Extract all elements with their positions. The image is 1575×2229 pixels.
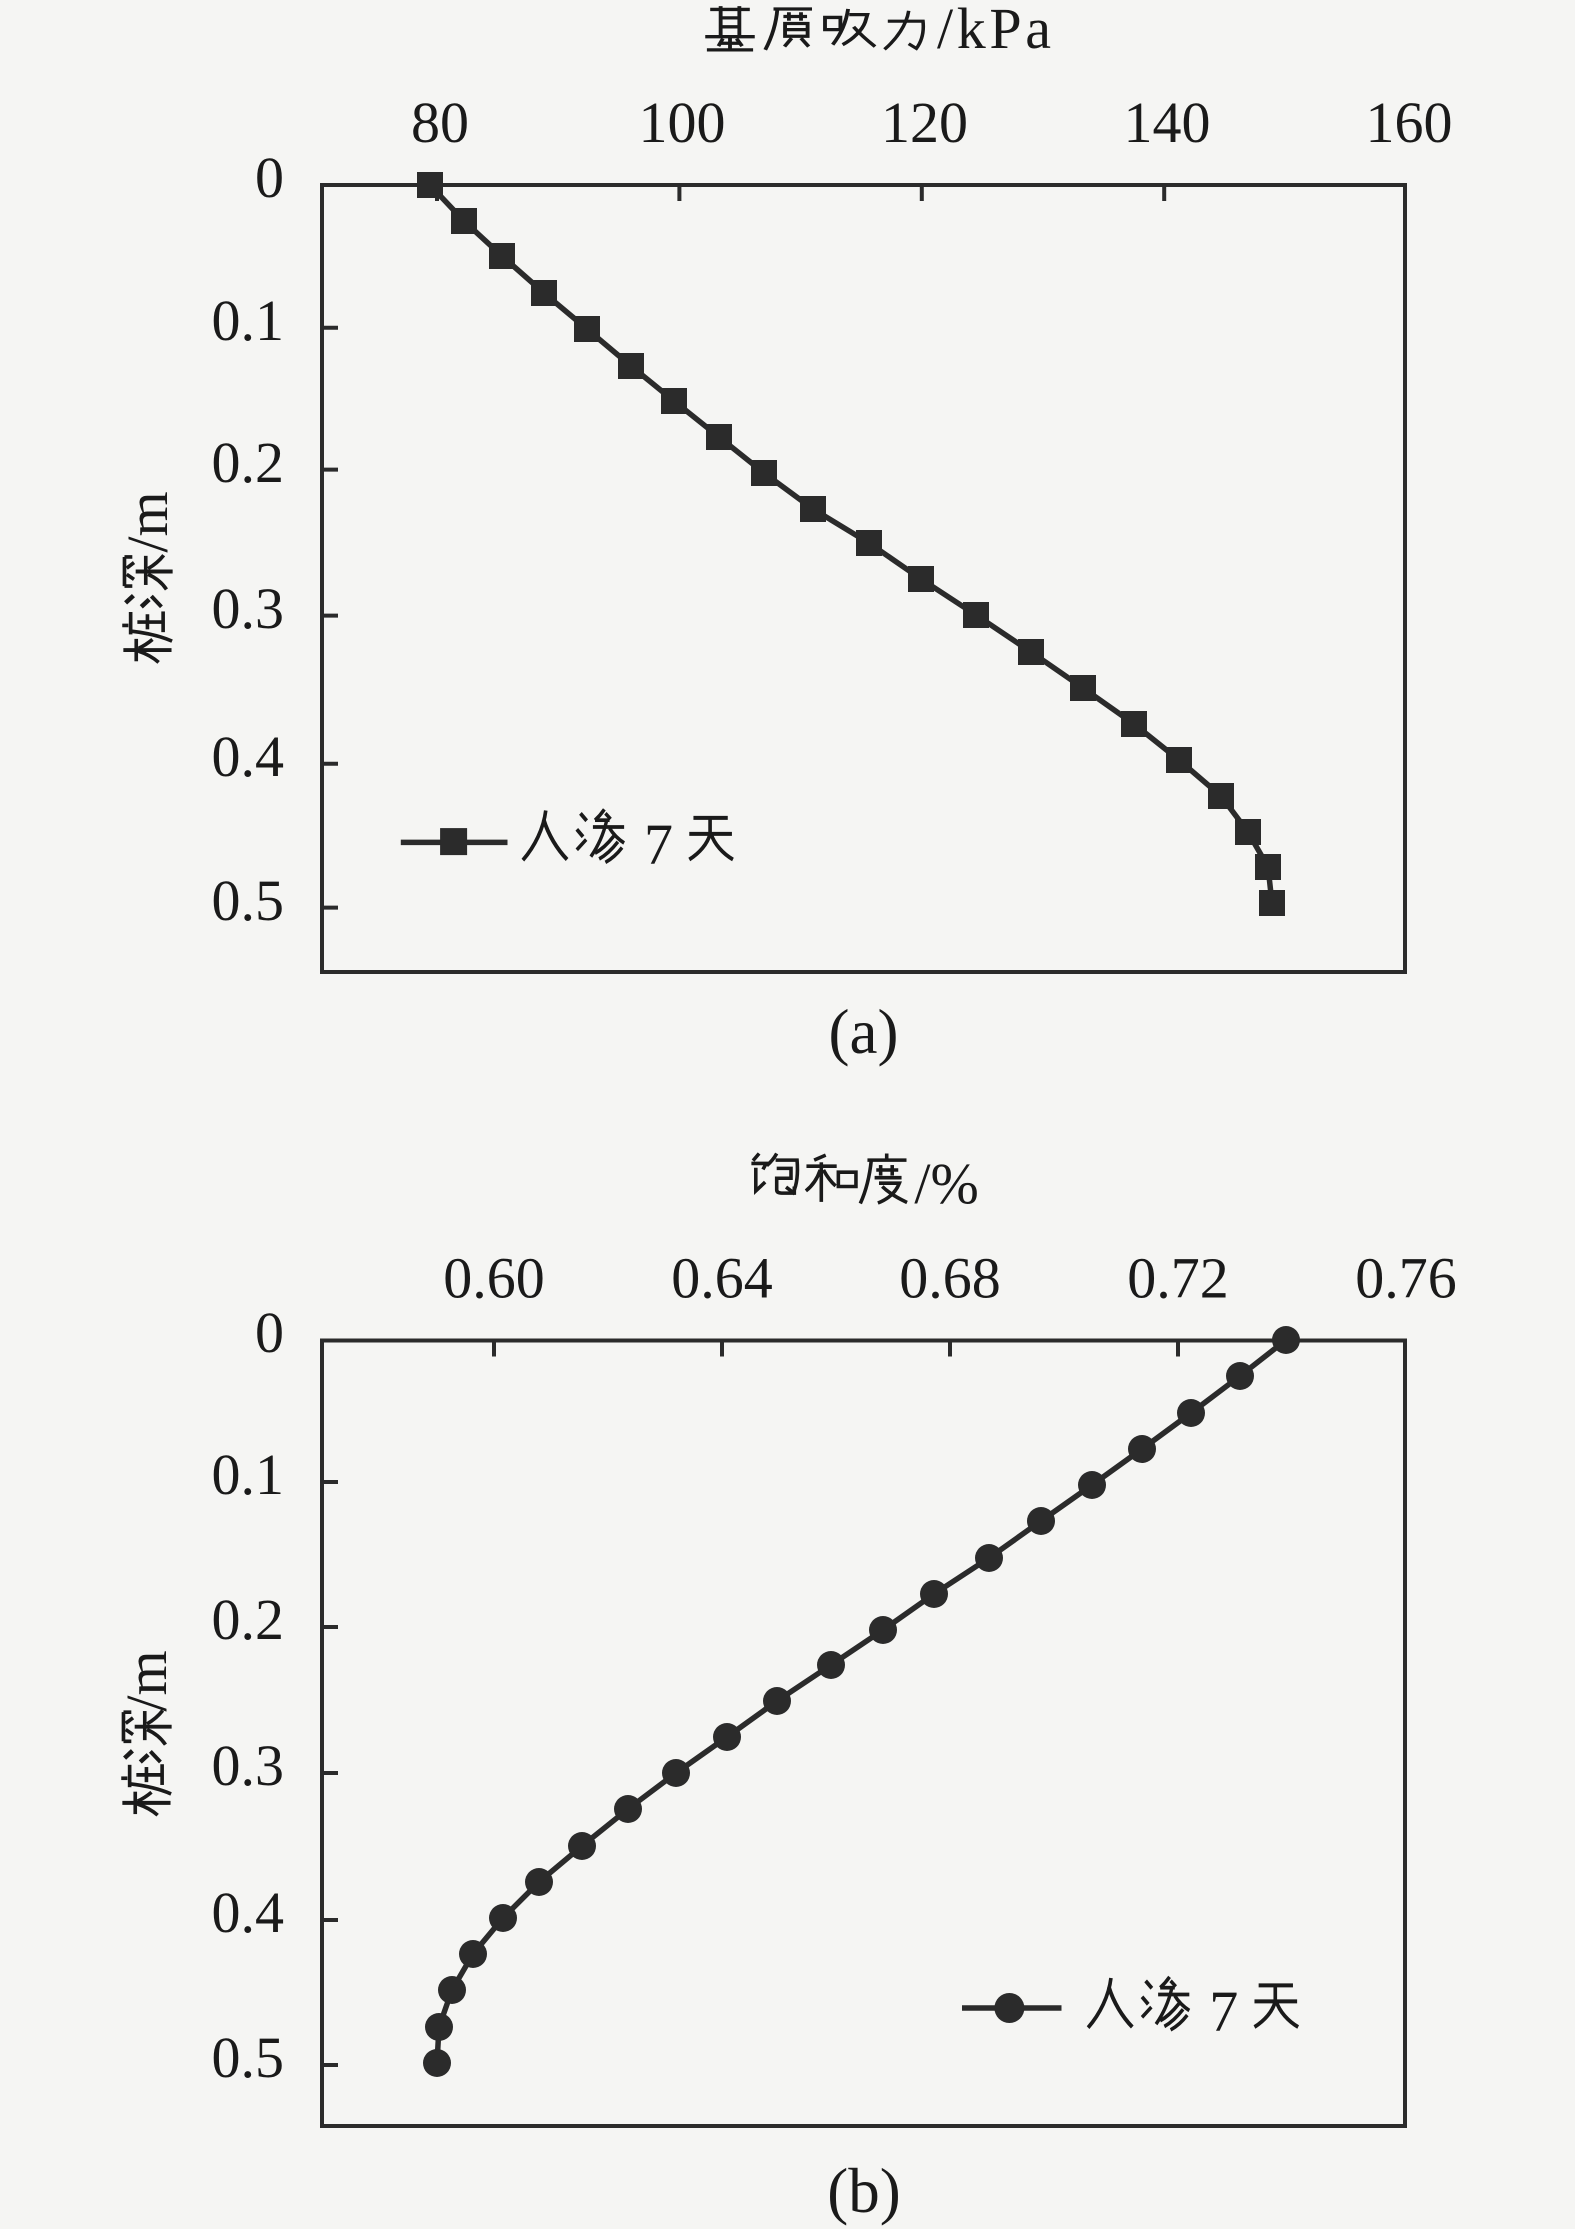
svg-text:0.3: 0.3 [212,576,285,641]
svg-text:7: 7 [1209,1979,1238,2044]
svg-text:0.64: 0.64 [671,1246,773,1311]
svg-text:0.2: 0.2 [212,1587,285,1652]
svg-text:140: 140 [1124,90,1211,155]
svg-text:0.1: 0.1 [212,288,285,353]
svg-text:0.5: 0.5 [212,868,285,933]
svg-text:7: 7 [644,812,673,877]
svg-text:0.4: 0.4 [212,1880,285,1945]
svg-text:/%: /% [914,1151,978,1216]
svg-text:120: 120 [881,90,968,155]
svg-text:100: 100 [639,90,726,155]
svg-text:0.5: 0.5 [212,2025,285,2090]
svg-text:(a): (a) [829,997,899,1067]
svg-text:0: 0 [255,1300,284,1365]
svg-text:0: 0 [255,145,284,210]
svg-text:0.4: 0.4 [212,724,285,789]
svg-text:80: 80 [411,90,469,155]
svg-text:160: 160 [1366,90,1453,155]
svg-text:0.76: 0.76 [1355,1246,1457,1311]
svg-text:0.1: 0.1 [212,1442,285,1507]
svg-text:/m: /m [115,491,180,552]
svg-text:0.2: 0.2 [212,430,285,495]
svg-text:/m: /m [114,1650,179,1711]
svg-text:0.60: 0.60 [443,1246,545,1311]
svg-text:0.3: 0.3 [212,1733,285,1798]
svg-text:/kPa: /kPa [937,0,1051,61]
svg-text:0.72: 0.72 [1127,1246,1229,1311]
svg-text:(b): (b) [827,2156,900,2226]
svg-text:0.68: 0.68 [899,1246,1001,1311]
